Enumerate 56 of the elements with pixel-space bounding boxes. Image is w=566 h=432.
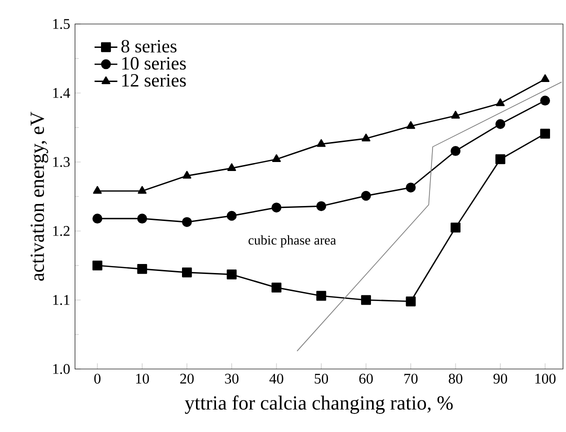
point xyxy=(316,201,326,212)
point xyxy=(361,295,371,305)
x-tick-label: 50 xyxy=(314,374,328,384)
y-tick-label: 1.2 xyxy=(53,226,70,236)
point xyxy=(182,170,192,179)
point xyxy=(272,282,282,293)
point xyxy=(226,210,237,221)
point xyxy=(138,186,147,194)
point xyxy=(227,163,236,172)
point xyxy=(496,98,505,106)
point xyxy=(362,134,370,142)
point xyxy=(406,121,416,129)
x-tick-label: 100 xyxy=(535,374,556,384)
point xyxy=(540,74,550,82)
legend-label: 12 series xyxy=(122,74,186,87)
point xyxy=(272,154,281,162)
point xyxy=(226,270,237,280)
x-tick-label: 40 xyxy=(269,374,284,384)
point xyxy=(92,260,102,270)
point xyxy=(540,128,550,139)
point xyxy=(540,96,550,106)
x-tick-label: 20 xyxy=(180,374,194,384)
point xyxy=(450,222,460,232)
annotation: cubic phase area xyxy=(248,235,336,248)
point xyxy=(495,154,506,164)
point xyxy=(137,214,148,224)
y-axis-title: activation energy, eV xyxy=(30,112,48,281)
point xyxy=(92,214,102,224)
point xyxy=(406,296,416,306)
point xyxy=(93,186,102,194)
point xyxy=(272,202,282,212)
point xyxy=(361,190,371,201)
y-tick-label: 1.0 xyxy=(53,364,70,374)
point xyxy=(495,119,506,129)
x-tick-label: 70 xyxy=(404,374,418,384)
x-tick-label: 90 xyxy=(493,374,508,384)
point xyxy=(406,182,416,192)
point xyxy=(182,267,192,278)
legend-label: 8 series xyxy=(121,40,176,53)
x-tick-label: 60 xyxy=(359,374,373,384)
y-tick-label: 1.5 xyxy=(53,19,70,29)
x-tick-label: 10 xyxy=(136,374,149,384)
point xyxy=(316,139,326,147)
x-tick-label: 30 xyxy=(225,374,238,384)
x-tick-label: 80 xyxy=(448,374,462,384)
point xyxy=(137,264,148,274)
y-tick-label: 1.1 xyxy=(53,295,70,305)
point xyxy=(316,290,326,301)
point xyxy=(450,146,460,156)
point xyxy=(182,217,192,227)
y-tick-label: 1.4 xyxy=(53,88,70,98)
x-tick-label: 0 xyxy=(94,374,100,384)
legend-label: 10 series xyxy=(122,57,186,70)
y-tick-label: 1.3 xyxy=(53,157,70,167)
x-axis-title: yttria for calcia changing ratio, % xyxy=(184,395,453,414)
point xyxy=(451,110,460,119)
